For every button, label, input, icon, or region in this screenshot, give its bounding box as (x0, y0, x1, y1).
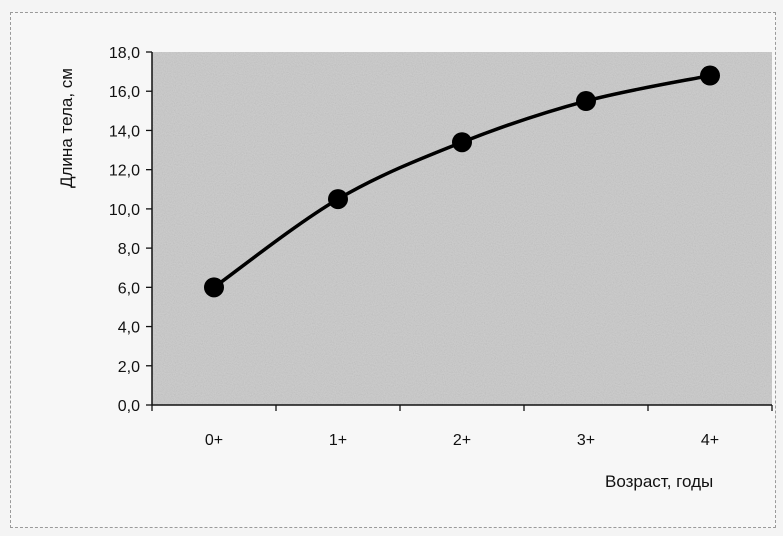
y-tick-label: 18,0 (109, 45, 140, 62)
y-tick-label: 4,0 (118, 320, 140, 337)
x-axis-ticks: 0+ 1+ 2+ 3+ 4+ (151, 405, 773, 449)
y-tick-label: 16,0 (109, 84, 140, 101)
data-point (700, 65, 720, 86)
y-tick-label: 12,0 (109, 163, 140, 180)
data-point (204, 277, 224, 298)
x-tick-label: 4+ (701, 432, 719, 449)
y-tick-label: 8,0 (118, 241, 140, 258)
x-tick-label: 2+ (453, 432, 471, 449)
data-point (328, 189, 348, 210)
y-tick-label: 2,0 (118, 359, 140, 376)
y-axis-title: Длина тела, см (57, 68, 76, 188)
y-tick-label: 6,0 (118, 280, 140, 297)
x-tick-label: 1+ (329, 432, 347, 449)
y-axis-ticks: 0,0 2,0 4,0 6,0 8,0 10,0 12,0 14,0 16,0 18,0 (109, 45, 152, 415)
x-axis-title: Возраст, годы (605, 472, 713, 491)
y-tick-label: 14,0 (109, 123, 140, 140)
x-tick-label: 0+ (205, 432, 223, 449)
plot-area (152, 52, 772, 405)
data-point (452, 132, 472, 153)
y-tick-label: 0,0 (118, 398, 140, 415)
y-tick-label: 10,0 (109, 202, 140, 219)
data-point (576, 91, 596, 112)
x-tick-label: 3+ (577, 432, 595, 449)
series-markers (204, 65, 720, 298)
